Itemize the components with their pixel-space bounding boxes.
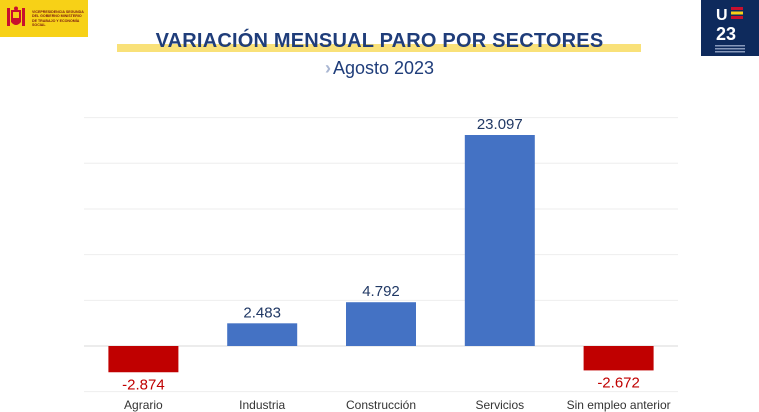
bar-agrario <box>108 346 179 373</box>
chart-category-labels: Agrario Industria Construcción Servicios Sin… <box>124 398 671 412</box>
value-label: 2.483 <box>243 304 281 321</box>
chart-bars <box>108 135 654 373</box>
chart-title: VARIACIÓN MENSUAL PARO POR SECTORES <box>155 30 604 52</box>
chevron-right-icon: › <box>324 58 331 78</box>
bar-industria <box>227 323 298 346</box>
eu-presidency-logo: U 23 <box>701 0 759 56</box>
chart-value-labels: -2.874 2.483 4.792 23.097 -2.672 <box>122 116 640 393</box>
category-label: Construcción <box>346 398 416 412</box>
category-label: Sin empleo anterior <box>567 398 671 412</box>
title-highlight <box>117 44 641 52</box>
svg-text:U: U <box>716 7 728 24</box>
value-label: 4.792 <box>362 283 400 300</box>
category-label: Industria <box>239 398 285 412</box>
chart-subtitle: Agosto 2023 <box>332 58 435 78</box>
svg-text:23: 23 <box>716 24 736 44</box>
bar-sin-empleo-anterior <box>583 346 654 371</box>
value-label: -2.672 <box>597 374 640 391</box>
bar-construcción <box>346 302 416 346</box>
value-label: -2.874 <box>122 376 165 393</box>
category-label: Agrario <box>124 398 163 412</box>
government-logo: VICEPRESIDENCIA SEGUNDA DEL GOBIERNO MIN… <box>0 0 88 37</box>
bar-servicios <box>464 135 535 346</box>
government-logo-text: VICEPRESIDENCIA SEGUNDA DEL GOBIERNO MIN… <box>32 9 84 27</box>
category-label: Servicios <box>475 398 524 412</box>
subtitle-container: › Agosto 2023 <box>0 58 759 79</box>
chart-gridlines <box>84 117 678 393</box>
value-label: 23.097 <box>477 116 523 133</box>
coat-of-arms-icon <box>6 6 26 32</box>
